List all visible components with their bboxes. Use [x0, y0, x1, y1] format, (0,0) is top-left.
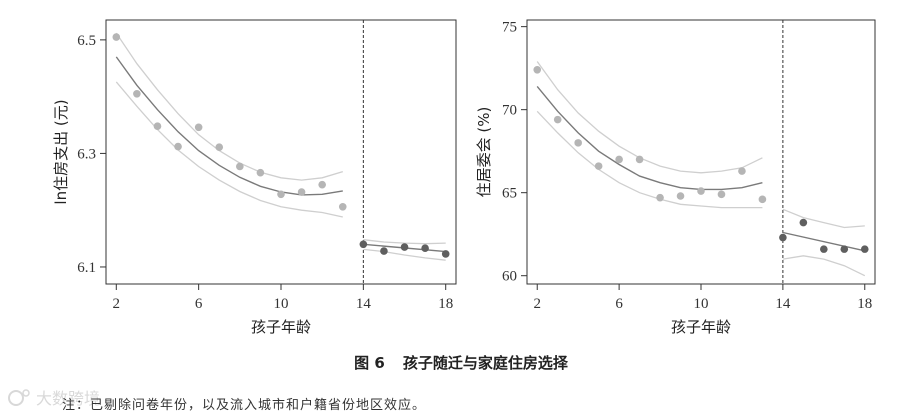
x-tick-label: 14	[356, 296, 372, 312]
figure-number: 图 6	[354, 354, 385, 372]
y-tick-label: 6.5	[77, 33, 96, 49]
pre-data-point	[594, 162, 603, 170]
figure-caption: 图 6 孩子随迁与家庭住房选择	[0, 352, 922, 373]
x-tick-label: 18	[438, 296, 453, 312]
pre-data-point	[656, 193, 664, 202]
figure: 2 6 10 14 18 6.1 6.3 6.5 孩子年龄 ln住房支出 (元) 2 6 10 14 18…	[52, 19, 876, 336]
post-ci-upper-line	[782, 208, 865, 229]
y-axis-label: ln住房支出 (元)	[52, 99, 70, 204]
pre-ci-upper-line	[115, 32, 343, 181]
pre-data-point	[112, 33, 121, 41]
post-ci-upper-line	[363, 239, 446, 245]
y-tick-label: 65	[502, 186, 517, 202]
pre-data-point	[533, 66, 542, 74]
figure-note: 注：已剔除问卷年份，以及流入城市和户籍省份地区效应。	[62, 398, 427, 413]
pre-data-point	[717, 190, 726, 199]
figure-title: 孩子随迁与家庭住房选择	[402, 354, 568, 372]
y-tick-label: 6.3	[77, 146, 96, 162]
x-tick-label: 6	[195, 296, 203, 312]
pre-data-point	[236, 162, 244, 171]
x-tick-label: 2	[113, 296, 121, 312]
post-data-point	[359, 240, 368, 249]
y-tick-label: 6.1	[77, 260, 96, 276]
post-ci-lower-line	[782, 255, 866, 277]
plot-frame	[526, 19, 876, 285]
pre-data-point	[318, 180, 326, 189]
chart-panel-residents-committee: 2 6 10 14 18 60 65 70 75 孩子年龄 住居委会 (%)	[475, 19, 876, 336]
pre-data-point	[133, 90, 141, 98]
post-data-point	[380, 247, 388, 255]
pre-data-point	[256, 168, 265, 177]
pre-data-point	[635, 155, 644, 164]
x-tick-label: 10	[274, 296, 289, 312]
pre-fit-line	[115, 56, 343, 196]
x-tick-label: 14	[775, 296, 791, 312]
pre-data-point	[697, 187, 705, 195]
x-tick-label: 10	[694, 296, 709, 312]
pre-ci-lower-line	[536, 110, 763, 209]
post-data-point	[441, 250, 450, 258]
post-data-point	[779, 233, 787, 242]
post-fit-line	[782, 231, 865, 252]
pre-data-point	[297, 188, 306, 196]
pre-ci-upper-line	[536, 61, 763, 174]
pre-fit-line	[536, 85, 763, 191]
post-data-point	[860, 245, 869, 253]
pre-data-point	[738, 167, 746, 175]
y-tick-label: 75	[502, 20, 517, 36]
pre-data-point	[758, 195, 767, 204]
pre-data-point	[338, 202, 347, 211]
y-tick-label: 60	[502, 269, 517, 285]
x-axis-label: 孩子年龄	[251, 318, 311, 336]
x-tick-label: 2	[533, 296, 541, 312]
post-ci-lower-line	[363, 248, 446, 261]
y-axis-label: 住居委会 (%)	[475, 107, 493, 198]
post-data-point	[799, 218, 808, 227]
pre-data-point	[615, 155, 623, 164]
y-tick-label: 70	[502, 103, 517, 119]
pre-data-point	[153, 122, 162, 130]
chart-panel-housing-expenditure: 2 6 10 14 18 6.1 6.3 6.5 孩子年龄 ln住房支出 (元)	[52, 19, 457, 336]
x-tick-label: 6	[615, 296, 623, 312]
pre-data-point	[553, 115, 562, 124]
x-tick-label: 18	[857, 296, 872, 312]
post-data-point	[421, 244, 429, 253]
pre-data-point	[194, 123, 203, 132]
post-data-point	[840, 245, 849, 253]
pre-data-point	[174, 142, 182, 151]
post-data-point	[820, 245, 828, 253]
pre-data-point	[215, 143, 224, 151]
x-axis-label: 孩子年龄	[671, 318, 731, 336]
pre-data-point	[277, 190, 285, 199]
pre-data-point	[676, 192, 685, 200]
post-data-point	[400, 243, 409, 251]
pre-data-point	[574, 139, 582, 147]
